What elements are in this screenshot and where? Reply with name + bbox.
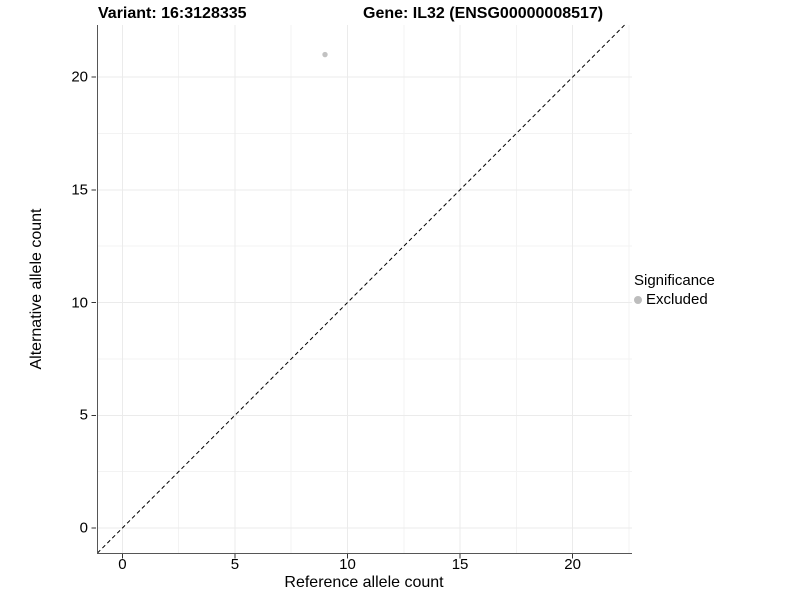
- x-tick-label: 5: [230, 556, 240, 573]
- x-axis-title: Reference allele count: [284, 574, 444, 591]
- gene-title: Gene: IL32 (ENSG00000008517): [363, 5, 604, 22]
- legend-title: Significance: [634, 272, 715, 289]
- y-tick-label: 5: [79, 406, 88, 424]
- x-tick-label: 0: [118, 556, 127, 573]
- identity-line: [97, 24, 625, 554]
- legend-item-excluded: Excluded: [634, 291, 715, 308]
- variant-title: Variant: 16:3128335: [98, 5, 247, 22]
- y-tick-label: 10: [71, 294, 88, 312]
- x-tick-label: 15: [451, 556, 469, 573]
- data-point: [322, 51, 328, 58]
- legend-key-dot-icon: [634, 295, 642, 304]
- legend: Significance Excluded: [634, 272, 715, 308]
- x-tick-label: 10: [339, 556, 356, 573]
- legend-item-label: Excluded: [646, 291, 708, 308]
- y-tick-label: 0: [79, 519, 88, 537]
- x-tick-label: 20: [564, 556, 581, 573]
- y-axis-title: Alternative allele count: [28, 208, 45, 370]
- y-tick-label: 15: [71, 181, 88, 199]
- y-tick-label: 20: [71, 68, 88, 86]
